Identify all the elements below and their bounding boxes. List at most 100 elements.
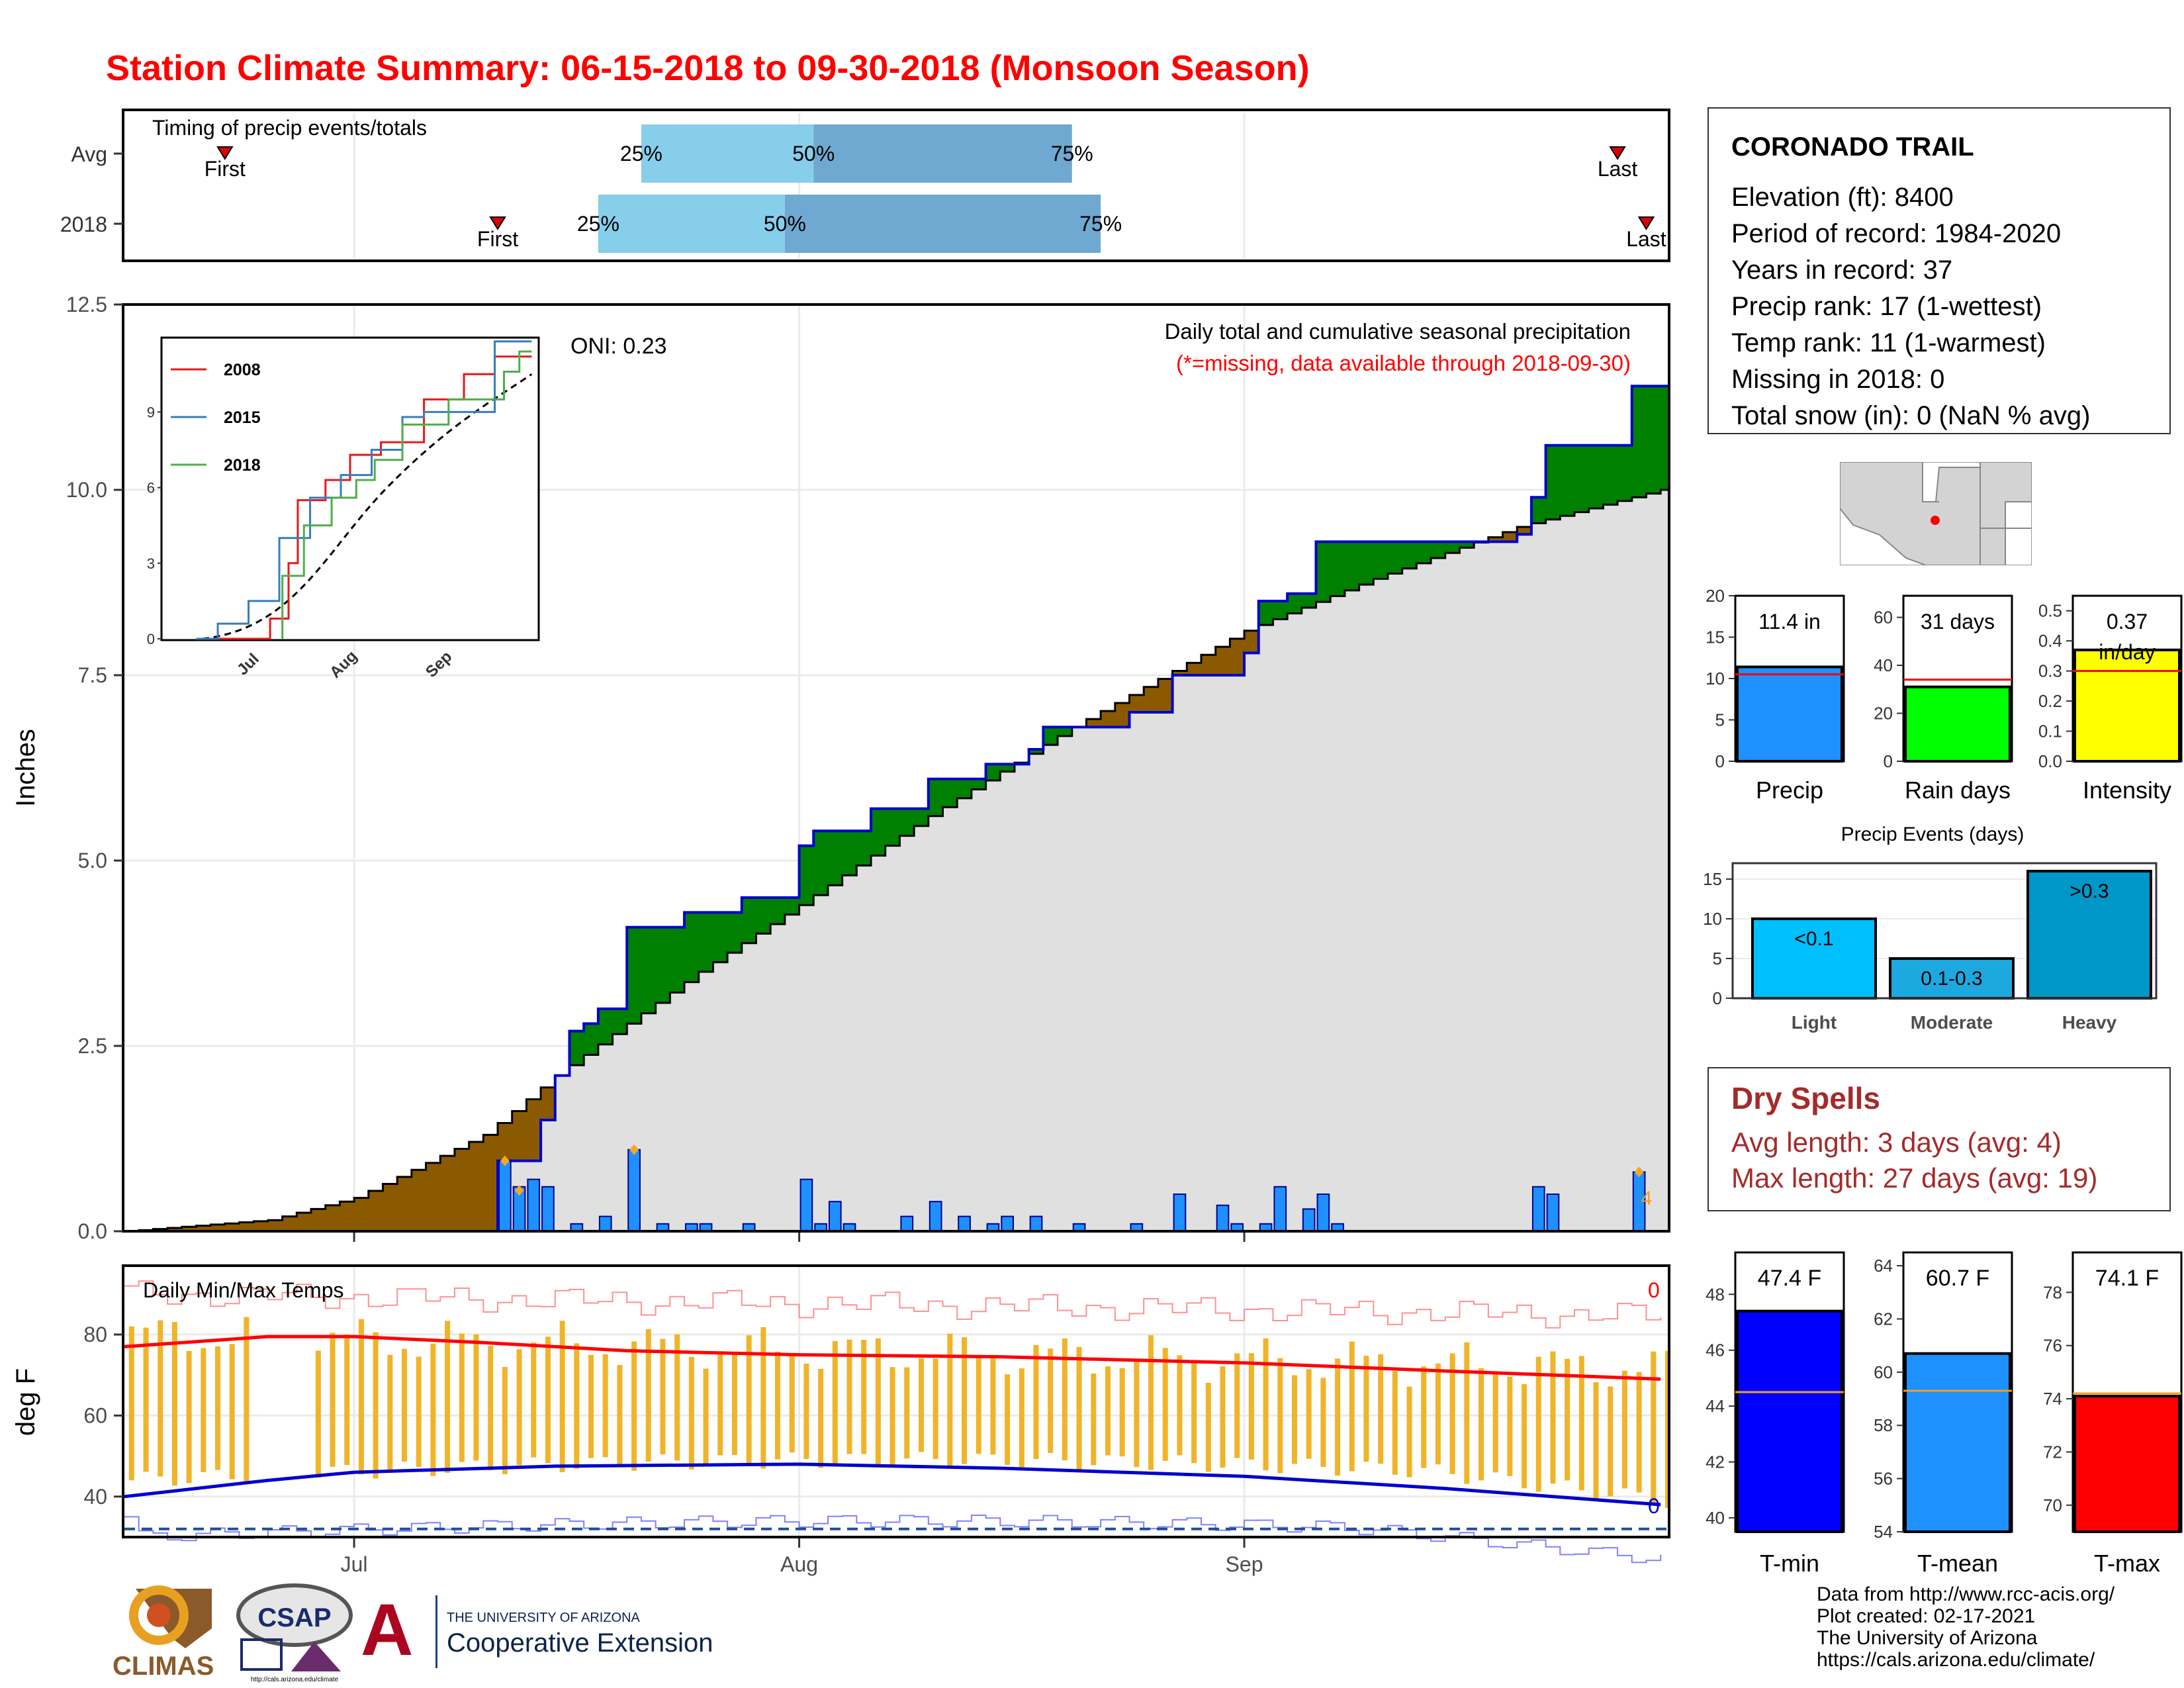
- daily-temp-bar: [889, 1367, 895, 1468]
- daily-temp-bar: [1119, 1368, 1125, 1457]
- daily-precip-bar: [541, 1186, 555, 1233]
- daily-temp-bar: [861, 1339, 867, 1454]
- events-title: Precip Events (days): [1841, 823, 2025, 845]
- timing-bar-low: [641, 124, 814, 183]
- oni-label: ONI: 0.23: [570, 334, 667, 359]
- below-avg-fill: [1502, 532, 1518, 542]
- daily-temp-bar: [1062, 1338, 1068, 1461]
- above-avg-fill: [885, 808, 900, 846]
- daily-temp-bar: [703, 1368, 709, 1466]
- daily-temp-bar: [387, 1354, 393, 1470]
- above-avg-fill: [1287, 593, 1302, 614]
- tempbar-2-ytick-label: 76: [2043, 1336, 2062, 1356]
- timing-bar-low: [598, 195, 785, 253]
- above-avg-fill: [1531, 497, 1547, 524]
- station-marker: [1931, 516, 1940, 525]
- daily-temp-bar: [143, 1327, 149, 1472]
- summary-2-bar: [2073, 648, 2181, 763]
- above-avg-fill: [1459, 541, 1475, 548]
- summary-2-ytick-label: 0.4: [2038, 631, 2062, 651]
- credit-line: Data from http://www.rcc-acis.org/: [1817, 1583, 2115, 1605]
- credit-line: The University of Arizona: [1817, 1627, 2038, 1649]
- above-avg-fill: [756, 898, 771, 934]
- daily-temp-bar: [1134, 1360, 1140, 1468]
- daily-temp-bar: [760, 1327, 766, 1469]
- above-avg-fill: [957, 778, 972, 798]
- above-avg-fill: [842, 831, 857, 876]
- daily-temp-bar: [1005, 1374, 1011, 1466]
- summary-2-ytick-label: 0.5: [2038, 601, 2062, 621]
- below-avg-fill: [454, 1149, 470, 1231]
- daily-temp-bar: [1291, 1375, 1297, 1464]
- daily-temp-bar: [1263, 1338, 1269, 1471]
- above-avg-fill: [770, 898, 786, 924]
- daily-temp-bar: [1636, 1372, 1642, 1493]
- below-avg-fill: [311, 1209, 326, 1231]
- daily-temp-bar: [559, 1321, 565, 1472]
- daily-temp-bar: [1177, 1355, 1183, 1456]
- daily-temp-bar: [1306, 1369, 1312, 1459]
- record-max-line: [124, 1280, 1662, 1329]
- obs-cumulative-line: [496, 385, 1668, 1231]
- daily-temp-bar: [1492, 1374, 1498, 1473]
- below-avg-fill: [196, 1225, 211, 1231]
- timing-p50-label: 50%: [764, 212, 806, 236]
- daily-temp-bar: [473, 1334, 479, 1461]
- summary-0-bar: [1736, 665, 1843, 763]
- timing-p25-label: 25%: [620, 142, 662, 165]
- summary-2-label: Intensity: [2083, 776, 2171, 804]
- precip-annotation-missing: (*=missing, data available through 2018-…: [1176, 351, 1631, 375]
- svg-text:A: A: [361, 1589, 413, 1671]
- tempbar-1-ytick-label: 58: [1874, 1415, 1893, 1435]
- above-avg-fill: [1330, 541, 1345, 596]
- daily-temp-bar: [1593, 1382, 1599, 1500]
- temp-chart: 40 60 80 Jul Aug Sep deg F Daily Min/Max Temps 0…: [11, 1264, 1670, 1576]
- above-avg-fill: [1058, 727, 1073, 736]
- daily-temp-bar: [344, 1334, 350, 1466]
- timing-p50-label: 50%: [792, 142, 835, 165]
- daily-temp-bar: [1191, 1361, 1197, 1464]
- summary-0-value: 11.4 in: [1758, 610, 1821, 633]
- above-avg-fill: [899, 808, 915, 836]
- daily-temp-bar: [1421, 1366, 1427, 1468]
- timing-bar-high: [813, 124, 1072, 183]
- climas-logo-text: CLIMAS: [113, 1652, 214, 1681]
- tempbar-0-ytick-label: 44: [1706, 1396, 1725, 1416]
- summary-0-ytick-label: 10: [1706, 669, 1725, 688]
- below-avg-fill: [1144, 686, 1159, 712]
- tempbar-0-ytick-label: 48: [1706, 1284, 1725, 1304]
- daily-precip-bar: [900, 1215, 914, 1232]
- summary-1-value: 31 days: [1921, 610, 1995, 633]
- daily-temp-bar: [416, 1356, 422, 1468]
- above-avg-fill: [1661, 386, 1668, 490]
- daily-temp-bar: [1033, 1344, 1039, 1460]
- daily-temp-bar: [186, 1350, 192, 1483]
- daily-temp-bar: [1076, 1346, 1082, 1470]
- daily-temp-bar: [574, 1343, 580, 1469]
- daily-temp-bar: [933, 1358, 938, 1460]
- timing-first-label: First: [205, 157, 246, 181]
- temp-title: Daily Min/Max Temps: [143, 1278, 343, 1302]
- below-avg-fill: [1129, 694, 1144, 712]
- dry-spells-max: Max length: 27 days (avg: 19): [1731, 1162, 2098, 1194]
- above-avg-fill: [1545, 445, 1561, 520]
- timing-last-marker: [1609, 146, 1626, 160]
- above-avg-fill: [598, 1009, 614, 1045]
- daily-temp-bar: [545, 1336, 551, 1464]
- locator-map: [1840, 462, 2032, 565]
- events-bar-label: Light: [1792, 1012, 1837, 1033]
- above-avg-fill: [784, 898, 800, 915]
- daily-temp-bar: [244, 1317, 250, 1484]
- below-avg-fill: [1488, 537, 1504, 542]
- tempbar-2-ytick-label: 74: [2043, 1389, 2062, 1409]
- summary-bars: 0 5 10 15 20 11.4 in Precip 0 20 40 60 31 days Rain …: [1706, 586, 2183, 804]
- daily-temp-bar: [731, 1352, 737, 1455]
- inset-legend-label: 2008: [224, 361, 261, 379]
- daily-temp-bar: [1565, 1358, 1570, 1481]
- daily-temp-bar: [832, 1340, 838, 1465]
- daily-temp-bar: [171, 1322, 177, 1486]
- events-ytick-label: 15: [1703, 869, 1722, 889]
- summary-2-ytick-label: 0.1: [2038, 722, 2062, 741]
- above-avg-fill: [1301, 593, 1317, 608]
- events-bar-label: Moderate: [1911, 1012, 1993, 1033]
